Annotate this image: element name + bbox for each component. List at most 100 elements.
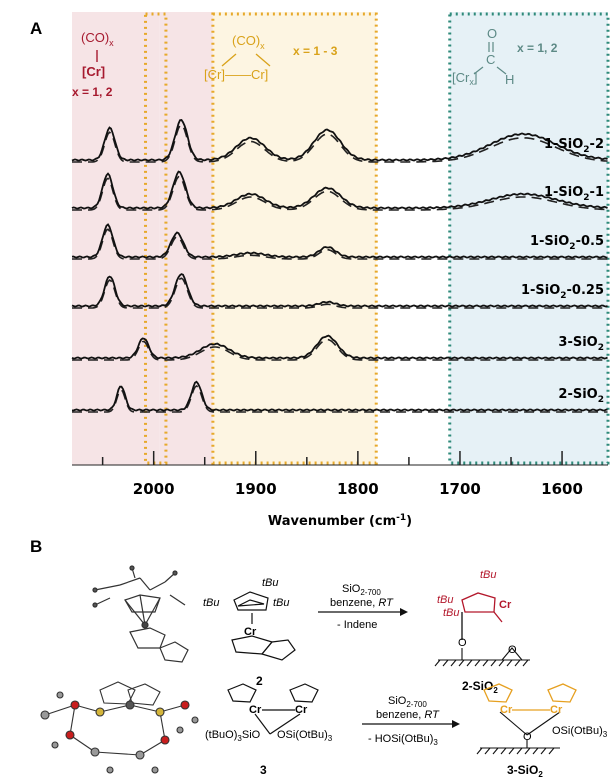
c3-cr-right: Cr — [295, 704, 308, 716]
c3-ligand-left: (tBuO)3SiO — [205, 729, 261, 743]
acyl-cr-end: ] — [474, 70, 478, 85]
svg-text:[Crx]: [Crx] — [452, 70, 477, 87]
svg-text:(CO)x: (CO)x — [232, 33, 265, 51]
surface-o-1: O — [508, 644, 517, 656]
c2-tbu-left: tBu — [203, 597, 220, 609]
annotation-acyl: O C [Crx] H x = 1, 2 — [452, 26, 558, 87]
region-backgrounds — [72, 12, 608, 465]
x-axis-label: Wavenumber (cm-1) — [268, 513, 412, 529]
c3-label: 3 — [260, 763, 267, 777]
c3-ligand-right: OSi(OtBu)3 — [277, 729, 333, 743]
compound-3-labels: Cr Cr (tBuO)3SiO OSi(OtBu)3 3 — [205, 704, 333, 777]
dotted-box-0 — [144, 12, 168, 465]
trace-fit-1-SiO2-1 — [72, 175, 608, 211]
reaction-arrow-1: SiO2-700 benzene, RT - Indene — [318, 583, 408, 631]
panel-a-letter: A — [30, 19, 42, 38]
p2-cr: Cr — [499, 599, 512, 611]
trace-3-SiO2 — [71, 334, 608, 360]
annotation-bridge-carbonyl: (CO)x [Cr]——Cr] x = 1 - 3 — [204, 33, 338, 82]
compound-2-structure — [231, 591, 296, 661]
p3-o: O — [523, 731, 532, 743]
x-tick-label-1700: 1700 — [439, 480, 481, 498]
trace-1-SiO2-1 — [71, 170, 608, 210]
crystal-structure-2 — [92, 565, 189, 663]
p3-ligand: OSi(OtBu)3 — [552, 725, 608, 739]
trace-label-1-SiO2-1: 1-SiO2-1 — [544, 185, 604, 203]
trace-fit-1-SiO2-2 — [72, 123, 608, 163]
mono-co-sub: x — [109, 38, 114, 48]
bridge-cr: [Cr]——Cr] — [204, 67, 268, 82]
bridge-co: (CO) — [232, 33, 260, 48]
trace-fit-3-SiO2 — [72, 338, 608, 361]
compound-2-labels: tBu tBu tBu Cr 2 — [203, 577, 290, 688]
c2-label: 2 — [256, 674, 263, 688]
acyl-x: x = 1, 2 — [517, 41, 558, 55]
mono-cr: [Cr] — [82, 64, 105, 79]
bridge-co-sub: x — [260, 41, 265, 51]
trace-label-1-SiO2-2: 1-SiO2-2 — [544, 137, 604, 155]
reaction-arrow-2: SiO2-700 benzene, RT - HOSi(OtBu)3 — [362, 695, 460, 747]
acyl-o: O — [487, 26, 497, 41]
c2-tbu-right: tBu — [273, 597, 290, 609]
p2-o: O — [458, 637, 467, 649]
p3-cr-left: Cr — [500, 704, 513, 716]
acyl-cr-sub: x — [469, 77, 474, 87]
panel-b-letter: B — [30, 537, 42, 556]
annotation-mono-carbonyl: (CO)x [Cr] x = 1, 2 — [72, 30, 114, 99]
c2-cr: Cr — [244, 626, 257, 638]
dotted-box-2 — [448, 12, 610, 465]
byproduct-hosi: - HOSi(OtBu)3 — [368, 733, 438, 747]
region-bridge-2 — [212, 12, 377, 465]
svg-text:(CO)x: (CO)x — [81, 30, 114, 48]
svg-text:benzene, RT: benzene, RT — [330, 597, 394, 609]
trace-1-SiO2-0.25 — [71, 273, 608, 308]
product-2-sio2-labels: tBu tBu tBu Cr O O 2-SiO2 — [437, 569, 517, 695]
crystal-structure-3 — [40, 681, 199, 774]
bridge-bond-left — [221, 53, 237, 67]
acyl-cr: [Cr — [452, 70, 470, 85]
c2-tbu-top: tBu — [262, 577, 279, 589]
trace-2-SiO2 — [71, 380, 608, 412]
trace-label-2-SiO2: 2-SiO2 — [558, 387, 604, 405]
p3-cr-right: Cr — [550, 704, 563, 716]
surface-1 — [434, 647, 530, 667]
svg-text:SiO2-700: SiO2-700 — [388, 695, 427, 709]
bridge-x: x = 1 - 3 — [293, 44, 338, 58]
product-2-sio2-structure — [461, 592, 503, 640]
mono-co: (CO) — [81, 30, 109, 45]
x-ticks: 2000 1900 1800 1700 1600 — [101, 451, 583, 498]
acyl-h: H — [505, 72, 514, 87]
product-3-sio2-labels: Cr Cr O OSi(OtBu)3 3-SiO2 — [500, 704, 608, 779]
compound-3-structure — [227, 683, 319, 735]
trace-label-3-SiO2: 3-SiO2 — [558, 335, 604, 353]
p2-tbu-left: tBu — [437, 594, 454, 606]
x-tick-label-2000: 2000 — [133, 480, 175, 498]
spectra-traces — [71, 119, 608, 413]
x-tick-label-1600: 1600 — [541, 480, 583, 498]
trace-fit-1-SiO2-0.5 — [72, 228, 608, 260]
bridge-bond-right — [255, 53, 271, 67]
x-tick-label-1800: 1800 — [337, 480, 379, 498]
acyl-c: C — [486, 52, 495, 67]
c3-cr-left: Cr — [249, 704, 262, 716]
trace-1-SiO2-2 — [71, 119, 608, 162]
svg-text:SiO2-700: SiO2-700 — [342, 583, 381, 597]
byproduct-indene: - Indene — [337, 619, 377, 631]
surface-2 — [476, 711, 561, 755]
mono-x: x = 1, 2 — [72, 85, 113, 99]
region-mono-1 — [159, 12, 213, 465]
dotted-region-boxes — [144, 12, 610, 465]
svg-text:benzene, RT: benzene, RT — [376, 709, 440, 721]
p3-label: 3-SiO2 — [507, 763, 543, 779]
trace-label-1-SiO2-0.5: 1-SiO2-0.5 — [530, 234, 604, 252]
trace-1-SiO2-0.5 — [71, 223, 608, 259]
trace-labels: 1-SiO2-2 1-SiO2-1 1-SiO2-0.5 1-SiO2-0.25 3-S… — [521, 137, 604, 405]
product-3-sio2-structure — [483, 683, 577, 711]
p2-tbu-top: tBu — [480, 569, 497, 581]
trace-fit-2-SiO2 — [72, 385, 608, 413]
trace-label-1-SiO2-0.25: 1-SiO2-0.25 — [521, 283, 604, 301]
x-axis: 2000 1900 1800 1700 1600 Wavenumber (cm-1) — [72, 451, 608, 529]
x-tick-label-1900: 1900 — [235, 480, 277, 498]
trace-fit-1-SiO2-0.25 — [72, 277, 608, 309]
